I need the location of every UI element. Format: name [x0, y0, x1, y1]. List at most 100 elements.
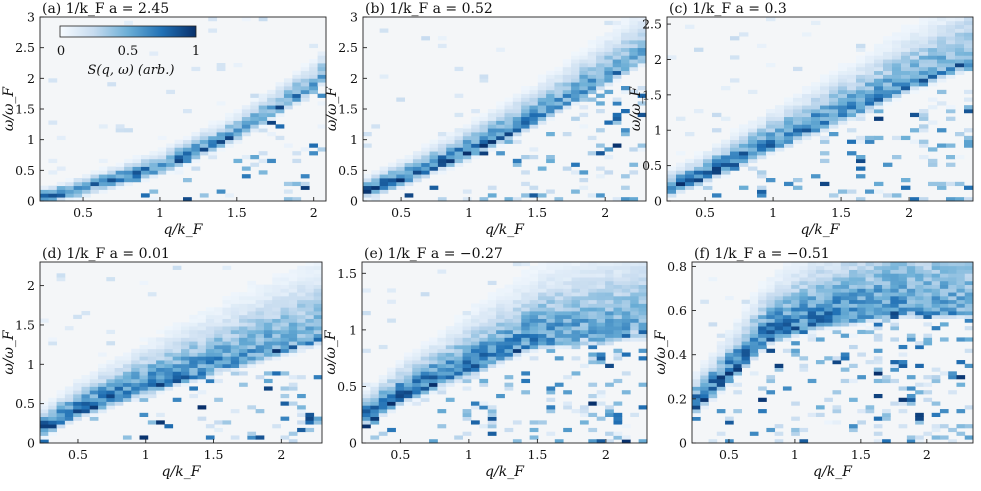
- heatmap-cell: [758, 397, 767, 402]
- y-tick-label: 1.5: [642, 87, 662, 102]
- heatmap-cell: [554, 101, 564, 106]
- heatmap-cell: [471, 116, 480, 121]
- heatmap-cell: [708, 363, 718, 368]
- heatmap-cell: [784, 97, 794, 102]
- heatmap-cell: [140, 166, 150, 171]
- heatmap-cell: [139, 386, 149, 391]
- heatmap-cell: [856, 82, 866, 87]
- heatmap-cell: [313, 307, 323, 312]
- heatmap-cell: [81, 311, 91, 316]
- heatmap-cell: [362, 405, 371, 410]
- heatmap-cell: [563, 390, 572, 395]
- heatmap-cell: [956, 303, 966, 308]
- heatmap-cell: [313, 329, 323, 335]
- heatmap-cell: [164, 375, 174, 380]
- heatmap-cell: [166, 155, 175, 160]
- y-axis-label: ω/ω_F: [628, 86, 644, 132]
- heatmap-cell: [708, 367, 718, 372]
- x-tick-label: 0.5: [390, 447, 410, 462]
- heatmap-cell: [529, 307, 539, 312]
- heatmap-cell: [122, 360, 132, 365]
- heatmap-cell: [890, 284, 900, 289]
- heatmap-cell: [774, 295, 784, 301]
- heatmap-cell: [504, 288, 514, 293]
- heatmap-cell: [479, 314, 489, 319]
- heatmap-cell: [579, 78, 589, 83]
- heatmap-cell: [396, 181, 406, 187]
- heatmap-cell: [865, 314, 875, 319]
- heatmap-cell: [183, 155, 192, 160]
- heatmap-cell: [378, 397, 388, 402]
- heatmap-cell: [604, 51, 614, 56]
- heatmap-cell: [638, 288, 648, 293]
- heatmap-cell: [521, 93, 530, 98]
- heatmap-cell: [181, 348, 190, 353]
- heatmap-cell: [114, 397, 124, 402]
- heatmap-cell: [421, 174, 430, 179]
- heatmap-cell: [454, 356, 463, 361]
- heatmap-cell: [605, 269, 614, 274]
- heatmap-cell: [487, 412, 497, 417]
- heatmap-cell: [956, 280, 966, 286]
- heatmap-cell: [865, 86, 875, 91]
- heatmap-cell: [222, 420, 232, 425]
- x-axis-label: q/k_F: [801, 222, 841, 238]
- heatmap-cell: [685, 158, 695, 164]
- heatmap-cell: [263, 284, 273, 289]
- heatmap-cell: [588, 273, 598, 278]
- heatmap-cell: [873, 288, 883, 293]
- heatmap-cell: [437, 360, 447, 365]
- heatmap-cell: [230, 303, 240, 308]
- y-tick-label: 3: [350, 10, 358, 25]
- heatmap-cell: [479, 341, 489, 346]
- heatmap-cell: [199, 147, 209, 152]
- heatmap-cell: [387, 405, 396, 410]
- heatmap-cell: [605, 303, 614, 308]
- heatmap-cell: [496, 329, 505, 335]
- heatmap-cell: [292, 74, 302, 79]
- heatmap-cell: [132, 178, 142, 183]
- heatmap-cell: [931, 299, 941, 304]
- heatmap-cell: [784, 143, 794, 148]
- heatmap-cell: [782, 265, 792, 270]
- heatmap-cell: [910, 36, 920, 41]
- heatmap-cell: [766, 63, 776, 68]
- heatmap-cell: [928, 24, 938, 29]
- heatmap-cell: [297, 299, 306, 304]
- heatmap-cell: [630, 337, 640, 342]
- heatmap-cell: [272, 299, 281, 304]
- heatmap-cell: [521, 101, 530, 106]
- heatmap-cell: [420, 344, 430, 350]
- heatmap-cell: [233, 116, 243, 121]
- heatmap-cell: [937, 74, 947, 79]
- heatmap-cell: [865, 59, 875, 64]
- heatmap-cell: [667, 166, 677, 171]
- heatmap-cell: [98, 181, 108, 187]
- heatmap-cell: [454, 139, 464, 144]
- heatmap-cell: [454, 333, 463, 338]
- heatmap-cell: [114, 367, 124, 372]
- y-tick-label: 0.6: [667, 303, 687, 318]
- heatmap-cell: [791, 318, 800, 323]
- heatmap-cell: [964, 63, 974, 68]
- x-axis-label: q/k_F: [485, 464, 525, 480]
- heatmap-cell: [362, 386, 371, 391]
- heatmap-cell: [288, 329, 298, 335]
- heatmap-cell: [612, 112, 622, 118]
- heatmap-cell: [832, 269, 842, 274]
- heatmap-cell: [579, 105, 589, 110]
- heatmap-cell: [300, 86, 310, 91]
- heatmap-cell: [802, 109, 812, 114]
- heatmap-cell: [700, 378, 709, 384]
- heatmap-cell: [824, 356, 833, 361]
- heatmap-cell: [571, 55, 580, 60]
- heatmap-cell: [89, 401, 99, 406]
- heatmap-cell: [919, 55, 929, 60]
- heatmap-cell: [297, 288, 306, 293]
- heatmap-cell: [379, 28, 389, 33]
- heatmap-cell: [437, 43, 447, 49]
- heatmap-cell: [923, 311, 933, 316]
- heatmap-cell: [164, 360, 174, 365]
- heatmap-cell: [309, 86, 318, 91]
- heatmap-cell: [554, 341, 564, 346]
